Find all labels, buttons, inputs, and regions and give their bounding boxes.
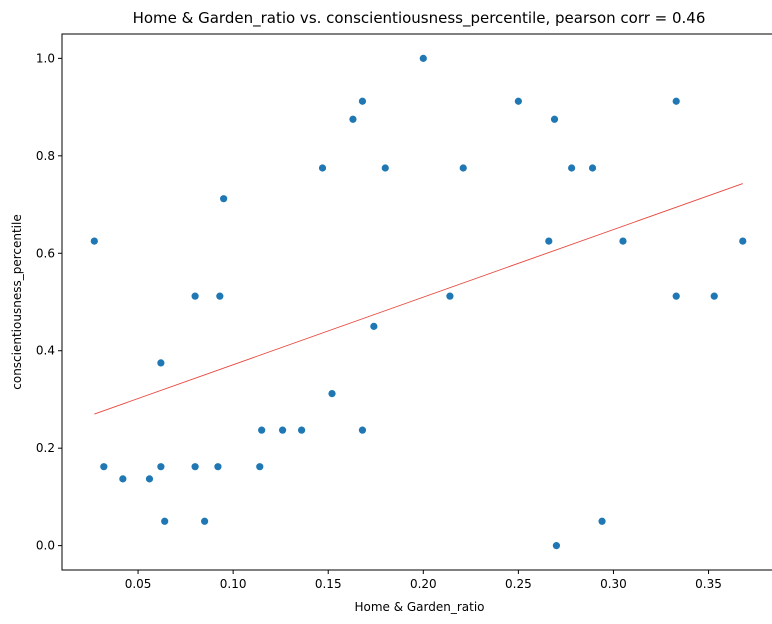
data-point <box>588 164 597 172</box>
y-tick-label: 0.6 <box>36 246 55 260</box>
x-tick-label: 0.35 <box>695 577 722 591</box>
y-tick-label: 0.8 <box>36 149 55 163</box>
data-point <box>201 517 209 525</box>
data-point <box>446 292 454 300</box>
data-point <box>278 426 287 434</box>
data-point <box>161 517 169 525</box>
data-point <box>157 463 165 471</box>
data-point <box>545 237 553 245</box>
data-point <box>100 463 108 471</box>
data-point <box>514 97 522 105</box>
data-point <box>672 292 680 300</box>
data-point <box>349 115 357 123</box>
x-tick-label: 0.10 <box>220 577 247 591</box>
data-point <box>459 164 467 172</box>
axes-frame <box>61 33 772 571</box>
data-point <box>568 164 576 172</box>
data-point <box>739 237 747 245</box>
data-point <box>358 97 367 105</box>
data-point <box>145 475 154 483</box>
data-point <box>220 195 228 203</box>
x-tick-label: 0.25 <box>505 577 532 591</box>
x-tick-label: 0.15 <box>315 577 342 591</box>
data-point <box>256 463 264 471</box>
chart-title: Home & Garden_ratio vs. conscientiousnes… <box>133 9 706 28</box>
data-point <box>214 463 222 471</box>
data-point <box>90 237 98 245</box>
data-point <box>419 54 427 62</box>
data-point <box>358 426 367 434</box>
data-point <box>710 292 718 300</box>
data-point <box>191 292 199 300</box>
y-tick-label: 1.0 <box>36 51 55 65</box>
x-tick-label: 0.05 <box>125 577 152 591</box>
data-point <box>370 322 378 330</box>
data-point <box>381 164 389 172</box>
data-point <box>552 542 561 550</box>
data-point <box>298 426 306 434</box>
data-point <box>191 463 199 471</box>
x-tick-label: 0.30 <box>600 577 627 591</box>
y-axis-label: conscientiousness_percentile <box>10 214 24 389</box>
data-point <box>119 475 127 483</box>
y-tick-label: 0.4 <box>36 344 55 358</box>
data-point <box>619 237 627 245</box>
trend-line <box>94 183 743 415</box>
data-point <box>258 426 266 434</box>
plot-area <box>90 54 747 550</box>
y-tick-label: 0.0 <box>36 539 55 553</box>
y-tick-label: 0.2 <box>36 441 55 455</box>
data-point <box>328 390 336 398</box>
data-point <box>216 292 224 300</box>
data-point <box>550 115 559 123</box>
x-axis-label: Home & Garden_ratio <box>354 600 484 614</box>
data-point <box>157 359 165 367</box>
x-tick-label: 0.20 <box>410 577 437 591</box>
data-point <box>672 97 680 105</box>
data-point <box>318 164 327 172</box>
data-point <box>598 517 606 525</box>
